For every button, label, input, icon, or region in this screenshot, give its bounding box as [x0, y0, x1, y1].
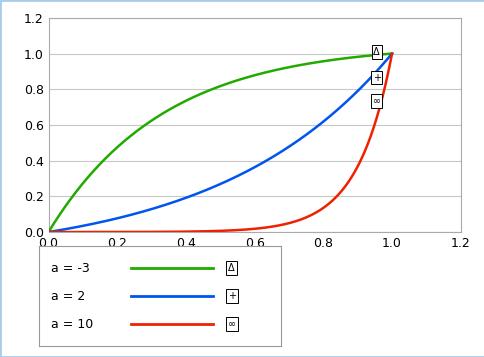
Text: ∞: ∞ [227, 319, 236, 329]
Text: +: + [372, 72, 380, 83]
Text: ∞: ∞ [372, 96, 380, 106]
Text: a = -3: a = -3 [51, 262, 90, 275]
Text: Δ: Δ [373, 47, 379, 57]
Text: Δ: Δ [227, 263, 234, 273]
Text: +: + [227, 291, 235, 301]
Text: a = 2: a = 2 [51, 290, 85, 303]
Text: a = 10: a = 10 [51, 318, 93, 331]
